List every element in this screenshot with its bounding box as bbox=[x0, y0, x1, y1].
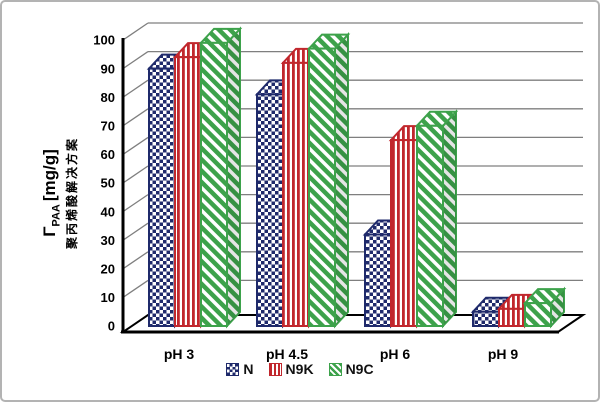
y-tick-label: 10 bbox=[101, 290, 115, 305]
legend-label: N9K bbox=[285, 361, 314, 377]
y-tick-label: 0 bbox=[108, 319, 115, 334]
x-axis-category-label: pH 3 bbox=[164, 346, 195, 362]
bar-front-face bbox=[308, 47, 336, 328]
gamma-symbol: Γ bbox=[39, 226, 59, 237]
x-axis-category-label: pH 4.5 bbox=[266, 346, 308, 362]
legend-item-N9C: N9C bbox=[328, 361, 374, 377]
bar-N9C-pH9 bbox=[522, 286, 567, 329]
bar-front-face bbox=[472, 310, 500, 328]
bar-front-face bbox=[416, 124, 444, 327]
gamma-subscript: PAA bbox=[50, 204, 63, 227]
gridline-connector bbox=[122, 136, 149, 155]
bar-front-face bbox=[524, 302, 552, 327]
bar-front-face bbox=[282, 61, 310, 327]
gridline-connector bbox=[122, 251, 149, 270]
legend-swatch-N9K bbox=[268, 362, 282, 376]
legend-swatch-N bbox=[226, 362, 240, 376]
y-tick-label: 80 bbox=[101, 90, 115, 105]
legend-item-N9K: N9K bbox=[268, 361, 314, 377]
bar-side-shade bbox=[227, 28, 240, 327]
gridline-connector bbox=[122, 222, 149, 241]
bar-front-face bbox=[174, 56, 202, 327]
bar-side-shade bbox=[551, 289, 564, 326]
y-tick-label: 70 bbox=[101, 119, 115, 134]
y-axis-title-main: ΓPAA [mg/g] bbox=[40, 149, 62, 237]
gridline-connector bbox=[122, 79, 149, 98]
y-tick-label: 50 bbox=[101, 176, 115, 191]
gridline-connector bbox=[122, 51, 149, 70]
y-tick-label: 90 bbox=[101, 61, 115, 76]
bar-front-face bbox=[256, 93, 284, 327]
gridline-connector bbox=[122, 165, 149, 184]
legend-swatch-N9C bbox=[328, 362, 342, 376]
y-axis-unit: [mg/g] bbox=[39, 149, 59, 202]
gridline-connector bbox=[122, 108, 149, 127]
legend-item-N: N bbox=[226, 361, 254, 377]
bar-N9C-pH4.5 bbox=[306, 32, 351, 329]
y-axis-title-chinese: 聚丙烯酸解决方案 bbox=[65, 137, 80, 250]
y-tick-label: 60 bbox=[101, 147, 115, 162]
bar-front-face bbox=[498, 307, 526, 327]
y-axis-title: ΓPAA [mg/g] 聚丙烯酸解决方案 bbox=[29, 83, 91, 303]
bar-front-face bbox=[390, 139, 418, 327]
legend-label: N bbox=[243, 361, 254, 377]
bar-front-face bbox=[364, 233, 392, 327]
y-tick-label: 40 bbox=[101, 204, 115, 219]
x-axis-category-label: pH 6 bbox=[380, 346, 411, 362]
bar-front-face bbox=[200, 41, 228, 328]
bar-side-shade bbox=[335, 34, 348, 326]
bar-N9C-pH3 bbox=[198, 26, 243, 329]
y-tick-label: 20 bbox=[101, 262, 115, 277]
bar-side-shade bbox=[443, 111, 456, 326]
gridline-connector bbox=[122, 22, 149, 41]
y-tick-label: 100 bbox=[93, 33, 115, 48]
bar-front-face bbox=[148, 67, 176, 327]
chart-legend: N N9K N9C bbox=[2, 361, 598, 377]
x-axis-category-label: pH 9 bbox=[488, 346, 519, 362]
bar-N9C-pH6 bbox=[414, 109, 459, 329]
gridline-connector bbox=[122, 279, 149, 298]
y-tick-label: 30 bbox=[101, 233, 115, 248]
legend-label: N9C bbox=[345, 361, 374, 377]
gridline-connector bbox=[122, 194, 149, 213]
